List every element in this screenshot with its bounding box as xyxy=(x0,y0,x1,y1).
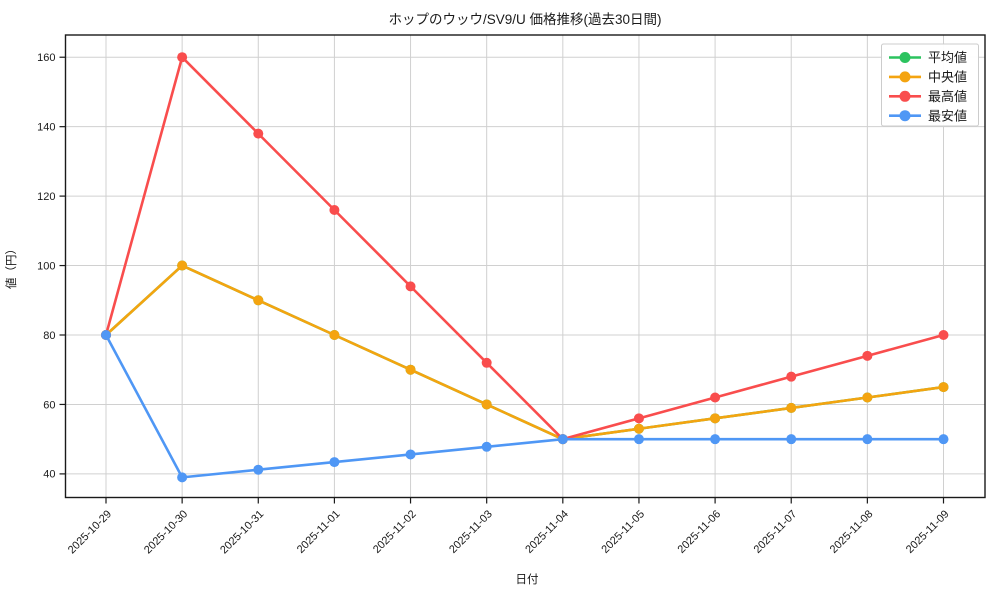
data-point-marker xyxy=(938,330,949,340)
y-tick-label: 140 xyxy=(37,122,55,134)
legend-item: 平均値 xyxy=(889,50,967,65)
plot-border xyxy=(64,34,986,499)
y-tick-label: 100 xyxy=(37,260,55,272)
series-平均値 xyxy=(101,260,949,445)
legend-marker xyxy=(899,110,911,122)
x-tick-label: 2025-11-06 xyxy=(676,508,724,556)
series-line xyxy=(104,264,945,441)
legend-item: 中央値 xyxy=(889,69,967,84)
chart-title: ホップのウッウ/SV9/U 価格推移(過去30日間) xyxy=(388,12,661,27)
data-point-marker xyxy=(329,457,340,468)
data-point-marker xyxy=(862,392,873,403)
data-point-marker xyxy=(329,205,340,215)
y-tick-label: 60 xyxy=(43,399,55,411)
legend-item: 最高値 xyxy=(889,89,967,104)
data-point-marker xyxy=(405,281,416,292)
data-point-marker xyxy=(633,413,644,424)
x-tick-label: 2025-11-03 xyxy=(447,508,495,556)
y-tick-label: 120 xyxy=(37,191,55,203)
x-tick-label: 2025-10-29 xyxy=(66,508,114,556)
series-最安値 xyxy=(101,330,949,483)
data-point-marker xyxy=(481,441,492,452)
x-tick-label: 2025-11-02 xyxy=(371,508,419,556)
data-point-marker xyxy=(253,295,264,306)
data-point-marker xyxy=(633,434,644,445)
series-line xyxy=(104,333,945,479)
y-tick-label: 160 xyxy=(37,52,55,64)
data-point-marker xyxy=(557,434,568,445)
data-point-marker xyxy=(786,371,797,382)
x-tick-label: 2025-11-04 xyxy=(523,508,571,556)
data-point-marker xyxy=(405,364,416,375)
y-tick-label: 40 xyxy=(43,469,55,481)
data-point-marker xyxy=(253,464,264,475)
data-point-marker xyxy=(481,399,492,410)
data-point-marker xyxy=(786,402,797,413)
y-tick-label: 80 xyxy=(43,330,55,342)
data-point-marker xyxy=(633,423,644,434)
data-point-marker xyxy=(177,260,188,271)
data-point-marker xyxy=(101,330,111,340)
x-tick-label: 2025-11-09 xyxy=(904,508,952,556)
legend-marker xyxy=(899,52,911,63)
data-point-marker xyxy=(177,472,188,483)
data-point-marker xyxy=(938,382,949,393)
data-point-marker xyxy=(862,350,873,361)
data-point-marker xyxy=(786,434,797,445)
x-tick-label: 2025-11-05 xyxy=(599,508,647,556)
data-point-marker xyxy=(710,413,721,424)
legend-item-label: 最高値 xyxy=(928,89,967,104)
y-axis-label: 値（円） xyxy=(5,243,18,289)
series-中央値 xyxy=(101,260,949,445)
data-point-marker xyxy=(710,392,721,403)
series-最高値 xyxy=(101,52,949,445)
data-point-marker xyxy=(710,434,721,445)
data-point-marker xyxy=(481,357,492,368)
data-point-marker xyxy=(253,128,264,139)
series-group xyxy=(101,52,949,483)
x-tick-labels: 2025-10-29 2025-10-30 2025-10-31 2025-11-01… xyxy=(66,508,952,556)
data-point-marker xyxy=(862,434,873,445)
axis-ticks xyxy=(59,56,945,504)
legend-marker xyxy=(899,90,911,102)
x-tick-label: 2025-11-07 xyxy=(752,508,800,556)
legend-item: 最安値 xyxy=(889,108,967,123)
x-tick-label: 2025-10-31 xyxy=(218,508,266,556)
x-tick-label: 2025-11-01 xyxy=(295,508,343,556)
data-point-marker xyxy=(329,330,340,340)
x-axis-label: 日付 xyxy=(516,573,539,586)
data-point-marker xyxy=(938,434,949,445)
series-line xyxy=(104,55,945,441)
legend-item-label: 平均値 xyxy=(928,50,967,65)
x-tick-label: 2025-10-30 xyxy=(142,508,190,556)
x-tick-label: 2025-11-08 xyxy=(828,508,876,556)
series-line xyxy=(104,264,945,441)
legend-item-label: 中央値 xyxy=(928,69,967,84)
y-tick-labels: 40 60 80 100 120 140 160 xyxy=(37,52,55,481)
legend-box xyxy=(881,43,979,127)
data-point-marker xyxy=(405,449,416,460)
data-point-marker xyxy=(177,52,188,63)
gridlines xyxy=(65,35,985,498)
legend-item-label: 最安値 xyxy=(928,108,967,123)
legend-marker xyxy=(899,71,911,83)
